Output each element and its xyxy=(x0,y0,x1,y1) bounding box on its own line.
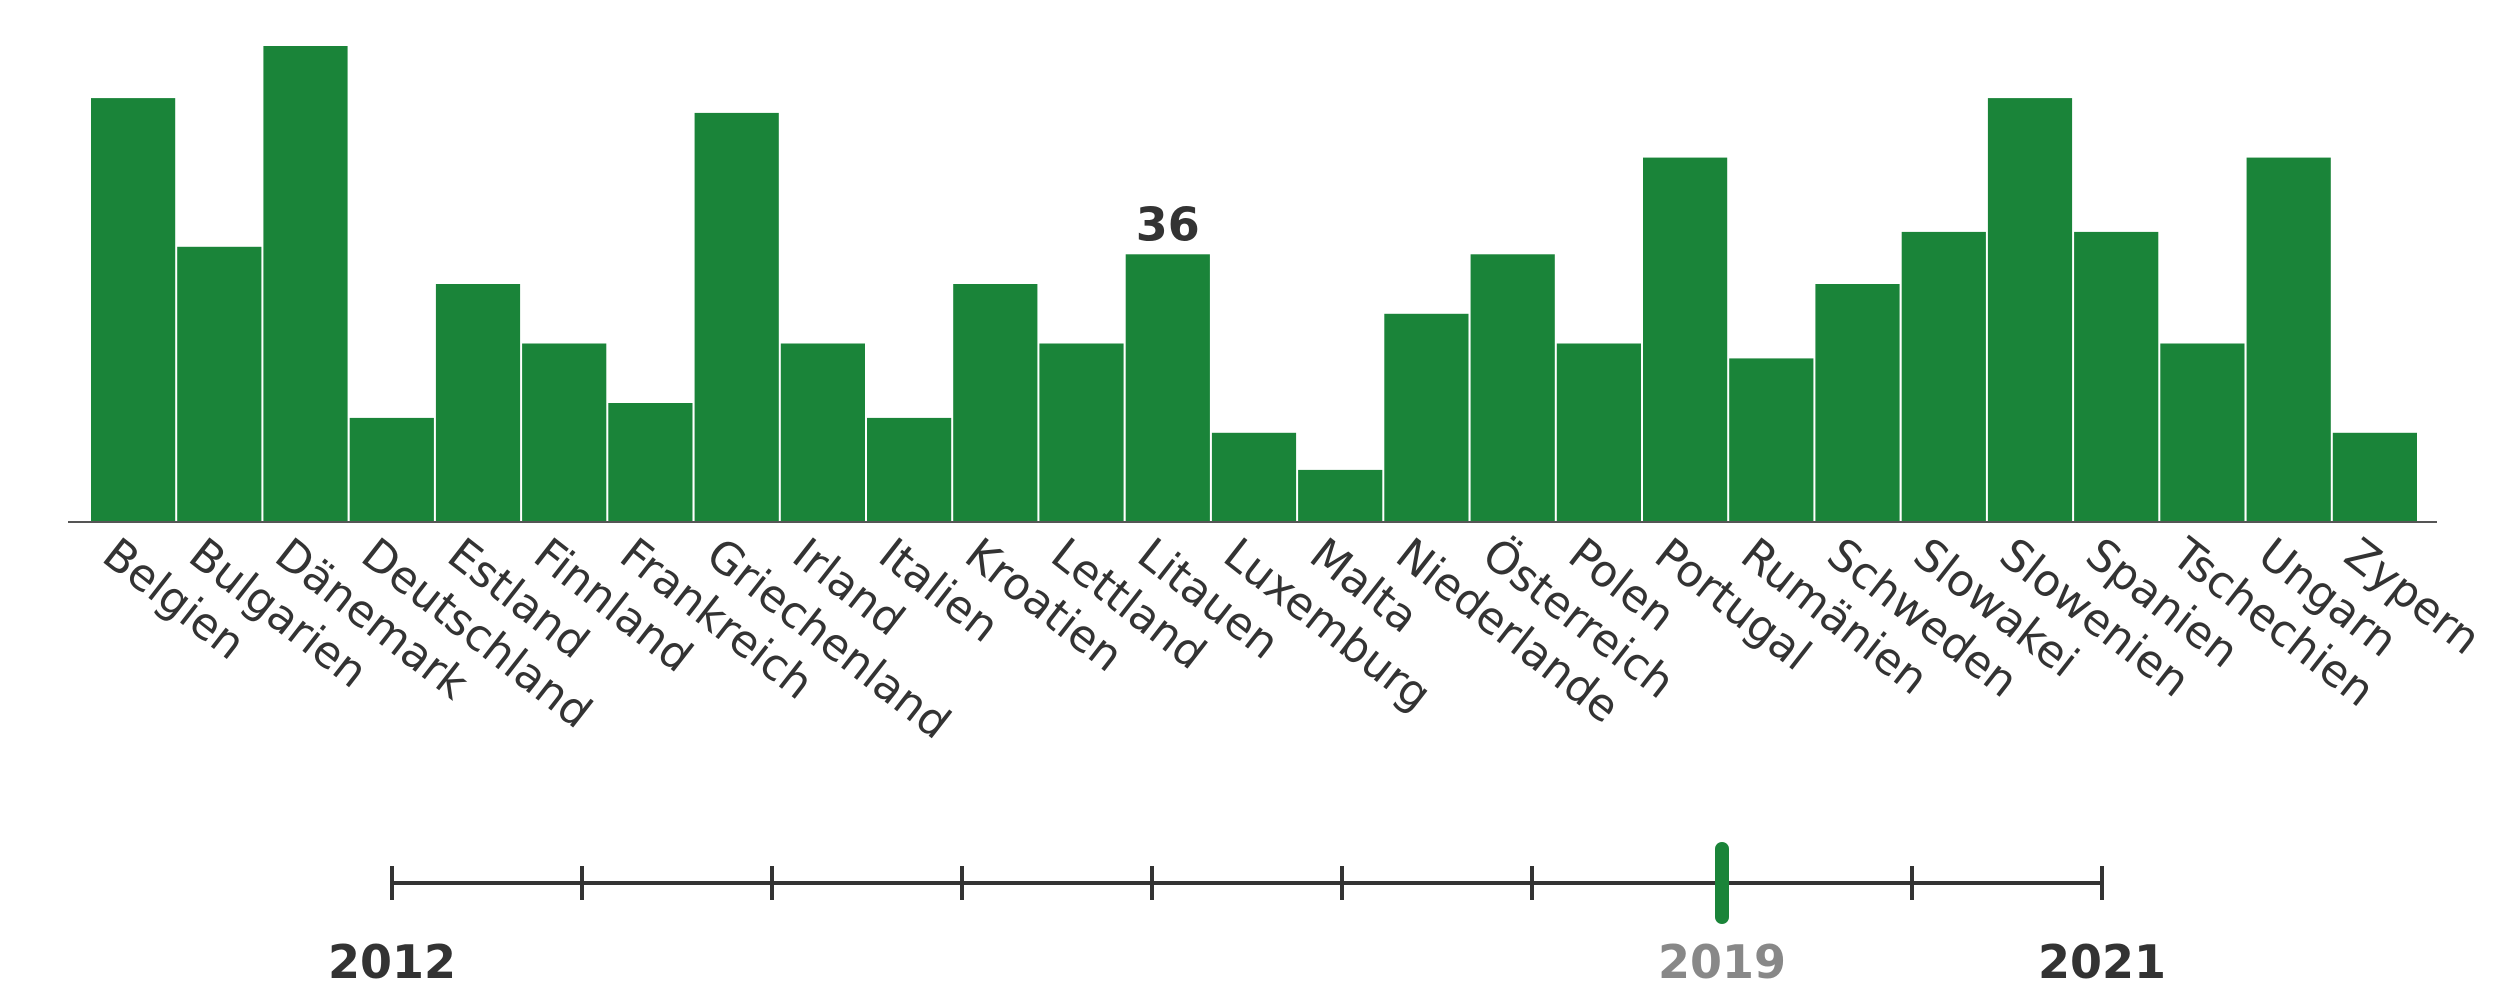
bars-group xyxy=(91,46,2417,523)
year-timeline[interactable]: 2012 2019 2021 xyxy=(328,842,2166,989)
timeline-selected-year: 2019 xyxy=(1658,935,1786,989)
bar-rumaenien[interactable] xyxy=(1729,358,1814,522)
value-label: 36 xyxy=(1136,197,1200,251)
bar-slowakei[interactable] xyxy=(1901,231,1986,522)
bar-portugal[interactable] xyxy=(1643,157,1728,522)
timeline-end-year: 2021 xyxy=(2038,935,2166,989)
bar-kroatien[interactable] xyxy=(953,284,1038,522)
bar-daenemark[interactable] xyxy=(263,46,348,522)
bar-bulgarien[interactable] xyxy=(177,246,262,523)
bar-zypern[interactable] xyxy=(2332,432,2417,523)
timeline-start-year: 2012 xyxy=(328,935,456,989)
bar-griechenland[interactable] xyxy=(694,112,779,523)
bar-lettland[interactable] xyxy=(1039,343,1124,523)
category-labels-group: BelgienBulgarienDänemarkDeutschlandEstla… xyxy=(93,528,2489,750)
bar-slowenien[interactable] xyxy=(1987,98,2073,522)
bar-malta[interactable] xyxy=(1298,469,1383,522)
timeline-ticks xyxy=(390,866,2104,900)
bar-spanien[interactable] xyxy=(2074,231,2159,522)
bar-schweden[interactable] xyxy=(1815,284,1900,522)
bar-frankreich[interactable] xyxy=(608,403,693,522)
bar-ungarn[interactable] xyxy=(2246,157,2331,522)
bar-luxemburg[interactable] xyxy=(1211,432,1297,523)
bar-tschechien[interactable] xyxy=(2160,343,2245,523)
bar-belgien[interactable] xyxy=(91,98,176,522)
bar-litauen[interactable] xyxy=(1125,254,1210,523)
bar-irland[interactable] xyxy=(780,343,865,523)
bar-polen[interactable] xyxy=(1556,343,1641,523)
bar-estland[interactable] xyxy=(435,284,521,522)
bar-niederlande[interactable] xyxy=(1384,313,1469,523)
bar-italien[interactable] xyxy=(867,417,952,522)
bar-deutschland[interactable] xyxy=(349,417,434,522)
bar-oesterreich[interactable] xyxy=(1470,254,1555,523)
bar-finnland[interactable] xyxy=(522,343,607,523)
